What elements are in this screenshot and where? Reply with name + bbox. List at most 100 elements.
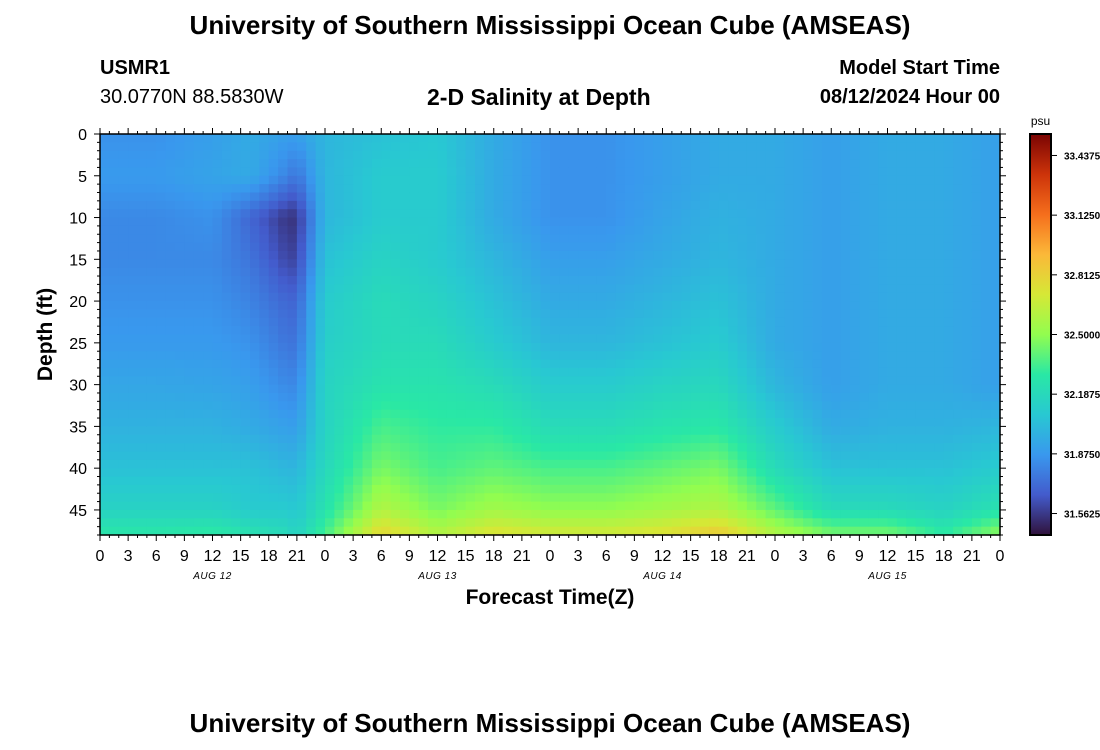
heatmap-cell (756, 259, 767, 269)
heatmap-cell (146, 284, 157, 294)
heatmap-cell (718, 167, 729, 177)
heatmap-cell (193, 526, 204, 536)
heatmap-cell (812, 384, 823, 394)
heatmap-cell (653, 309, 664, 319)
heatmap-cell (484, 342, 495, 352)
heatmap-cell (531, 134, 542, 143)
heatmap-cell (821, 526, 832, 536)
heatmap-cell (953, 184, 964, 194)
heatmap-cell (418, 367, 429, 377)
heatmap-cell (165, 192, 176, 202)
heatmap-cell (428, 234, 439, 244)
heatmap-cell (296, 209, 307, 219)
heatmap-cell (812, 509, 823, 519)
heatmap-cell (400, 167, 410, 177)
heatmap-cell (250, 392, 260, 402)
heatmap-cell (240, 167, 251, 177)
heatmap-cell (418, 526, 429, 536)
heatmap-cell (381, 250, 392, 260)
heatmap-cell (878, 242, 889, 252)
heatmap-cell (868, 159, 879, 169)
heatmap-cell (203, 334, 214, 344)
heatmap-cell (118, 384, 129, 394)
heatmap-cell (568, 376, 579, 386)
heatmap-cell (437, 200, 448, 210)
heatmap-cell (943, 292, 954, 302)
heatmap-cell (653, 334, 664, 344)
heatmap-cell (362, 376, 373, 386)
heatmap-cell (343, 250, 354, 260)
heatmap-cell (578, 309, 589, 319)
heatmap-cell (446, 384, 457, 394)
heatmap-cell (493, 309, 504, 319)
heatmap-cell (278, 217, 289, 227)
heatmap-cell (653, 484, 664, 494)
heatmap-cell (221, 401, 232, 411)
heatmap-cell (793, 276, 804, 285)
heatmap-cell (681, 159, 692, 169)
heatmap-cell (531, 209, 542, 219)
heatmap-cell (212, 217, 223, 227)
x-tick-label: 9 (405, 548, 414, 565)
heatmap-cell (371, 484, 382, 494)
heatmap-cell (981, 276, 992, 285)
heatmap-cell (165, 342, 176, 352)
chart-title: University of Southern Mississippi Ocean… (189, 10, 911, 40)
heatmap-cell (212, 342, 223, 352)
heatmap-cell (793, 225, 804, 235)
heatmap-cell (690, 501, 701, 511)
heatmap-cell (175, 267, 185, 277)
heatmap-cell (512, 526, 523, 536)
heatmap-cell (709, 501, 720, 511)
heatmap-cell (859, 167, 870, 177)
heatmap-cell (512, 284, 523, 294)
heatmap-cell (437, 326, 448, 336)
heatmap-cell (446, 309, 457, 319)
heatmap-cell (418, 301, 429, 311)
heatmap-cell (812, 267, 823, 277)
heatmap-cell (606, 134, 617, 143)
heatmap-cell (100, 301, 110, 311)
heatmap-cell (175, 401, 185, 411)
heatmap-cell (831, 284, 842, 294)
heatmap-cell (709, 451, 720, 461)
heatmap-cell (568, 284, 579, 294)
heatmap-cell (756, 200, 767, 210)
heatmap-cell (100, 392, 110, 402)
heatmap-cell (390, 484, 401, 494)
heatmap-cell (746, 526, 757, 536)
heatmap-cell (737, 459, 748, 469)
heatmap-cell (821, 342, 832, 352)
heatmap-cell (568, 142, 579, 152)
heatmap-cell (146, 175, 157, 185)
heatmap-cell (503, 392, 514, 402)
heatmap-cell (381, 459, 392, 469)
heatmap-cell (559, 142, 570, 152)
heatmap-cell (934, 342, 945, 352)
heatmap-cell (803, 484, 814, 494)
heatmap-cell (578, 234, 589, 244)
heatmap-cell (906, 309, 917, 319)
heatmap-cell (878, 159, 889, 169)
heatmap-cell (559, 326, 570, 336)
heatmap-cell (756, 342, 767, 352)
heatmap-cell (175, 217, 185, 227)
heatmap-cell (446, 359, 457, 369)
heatmap-cell (550, 476, 560, 486)
heatmap-cell (465, 409, 476, 419)
heatmap-cell (634, 384, 645, 394)
heatmap-cell (671, 376, 682, 386)
heatmap-cell (662, 175, 673, 185)
heatmap-cell (278, 401, 289, 411)
heatmap-cell (240, 476, 251, 486)
heatmap-cell (625, 175, 635, 185)
heatmap-cell (653, 367, 664, 377)
heatmap-cell (587, 501, 598, 511)
heatmap-cell (643, 234, 654, 244)
heatmap-cell (700, 451, 710, 461)
heatmap-cell (803, 159, 814, 169)
heatmap-cell (456, 142, 467, 152)
heatmap-cell (962, 418, 973, 427)
heatmap-cell (981, 167, 992, 177)
heatmap-cell (615, 493, 626, 503)
